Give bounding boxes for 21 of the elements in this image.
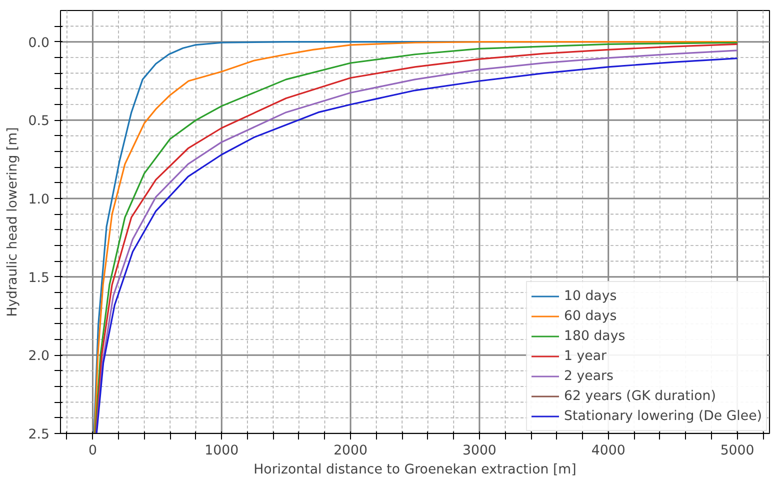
y-tick-label: 0.5	[28, 114, 50, 130]
y-tick-label: 0.0	[28, 36, 50, 51]
legend-label: 1 year	[564, 348, 606, 364]
legend-label: 180 days	[564, 328, 626, 344]
x-tick-label: 0	[88, 444, 97, 458]
legend-label: 62 years (GK duration)	[564, 388, 716, 404]
x-tick-label: 5000	[720, 444, 754, 458]
x-axis-title: Horizontal distance to Groenekan extraction [m]	[254, 462, 576, 478]
legend-label: 60 days	[564, 308, 617, 324]
y-tick-label: 1.0	[28, 192, 50, 208]
legend-label: Stationary lowering (De Glee)	[564, 408, 762, 424]
x-tick-label: 1000	[204, 444, 239, 458]
x-tick-label: 4000	[591, 444, 626, 458]
y-tick-label: 2.0	[28, 349, 50, 364]
y-tick-label: 2.5	[28, 428, 50, 442]
x-tick-label: 2000	[334, 444, 368, 458]
legend-label: 10 days	[564, 288, 617, 304]
y-tick-label: 1.5	[28, 270, 50, 286]
x-tick-label: 3000	[462, 444, 496, 458]
legend-label: 2 years	[564, 368, 614, 384]
y-axis-title: Hydraulic head lowering [m]	[5, 127, 20, 317]
